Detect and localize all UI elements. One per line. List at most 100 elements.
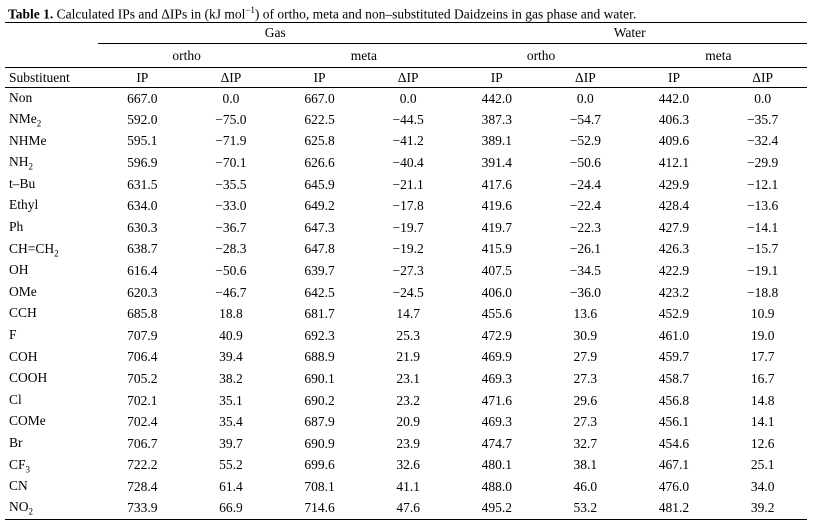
table-body: Non 667.0 0.0 667.0 0.0 442.0 0.0 442.0 … xyxy=(5,88,807,520)
substituent-base: NH xyxy=(9,154,29,170)
substituent-cell: NMe2 xyxy=(5,109,98,131)
column-header-ip-gas-meta: IP xyxy=(275,67,364,88)
value-cell: 625.8 xyxy=(304,133,335,149)
value-cell: 12.6 xyxy=(750,435,775,451)
substituent-subscript: 3 xyxy=(25,464,31,475)
substituent-cell: COOH xyxy=(5,368,98,390)
value-cell: 733.9 xyxy=(127,500,158,516)
value-cell: 690.9 xyxy=(304,435,335,451)
substituent-base: COMe xyxy=(9,413,46,429)
value-cell: −18.8 xyxy=(747,284,779,300)
column-header-ip-gas-ortho: IP xyxy=(98,67,187,88)
phase-header-water: Water xyxy=(452,22,807,44)
substituent-base: t–Bu xyxy=(9,175,36,191)
value-cell: 455.6 xyxy=(481,306,512,322)
value-cell: 681.7 xyxy=(304,306,335,322)
value-cell: 415.9 xyxy=(481,241,512,257)
value-cell: 39.4 xyxy=(219,349,243,365)
value-cell: 488.0 xyxy=(481,478,512,494)
value-cell: 18.8 xyxy=(219,306,243,322)
value-cell: 419.6 xyxy=(481,198,512,214)
value-cell: 14.8 xyxy=(750,392,775,408)
value-cell: 35.1 xyxy=(219,392,243,408)
value-cell: 705.2 xyxy=(127,371,158,387)
table-row: t–Bu 631.5 −35.5 645.9 −21.1 417.6 −24.4… xyxy=(5,174,807,196)
value-cell: 14.1 xyxy=(750,414,775,430)
substituent-subscript: 2 xyxy=(28,161,34,172)
table-row: Ethyl 634.0 −33.0 649.2 −17.8 419.6 −22.… xyxy=(5,195,807,217)
value-cell: −22.3 xyxy=(569,219,601,235)
position-header-gas-ortho: ortho xyxy=(98,43,276,68)
value-cell: −24.4 xyxy=(569,176,601,192)
substituent-base: CCH xyxy=(9,305,37,321)
substituent-cell: CF3 xyxy=(5,455,98,477)
substituent-cell: CH=CH2 xyxy=(5,239,98,261)
table-row: OH 616.4 −50.6 639.7 −27.3 407.5 −34.5 4… xyxy=(5,260,807,282)
value-cell: 406.3 xyxy=(658,111,690,127)
table-row: F 707.9 40.9 692.3 25.3 472.9 30.9 461.0… xyxy=(5,325,807,347)
substituent-cell: CCH xyxy=(5,303,98,325)
substituent-cell: Ph xyxy=(5,217,98,239)
value-cell: −12.1 xyxy=(747,176,779,192)
value-cell: 459.7 xyxy=(658,349,690,365)
value-cell: 630.3 xyxy=(127,219,158,235)
column-header-ip-water-meta: IP xyxy=(629,67,719,88)
value-cell: 412.1 xyxy=(658,155,690,171)
value-cell: −50.6 xyxy=(215,263,247,279)
table-row: NO2 733.9 66.9 714.6 47.6 495.2 53.2 481… xyxy=(5,498,807,520)
substituent-base: Cl xyxy=(9,391,22,407)
substituent-base: Ethyl xyxy=(9,197,39,213)
value-cell: 461.0 xyxy=(658,327,690,343)
substituent-base: NO xyxy=(9,499,29,515)
value-cell: −70.1 xyxy=(215,155,247,171)
value-cell: −41.2 xyxy=(392,133,424,149)
column-header-dip-gas-meta: ΔIP xyxy=(363,67,453,88)
column-header-ip-water-ortho: IP xyxy=(452,67,542,88)
table-row: COOH 705.2 38.2 690.1 23.1 469.3 27.3 45… xyxy=(5,368,807,390)
value-cell: −13.6 xyxy=(747,198,779,214)
value-cell: 708.1 xyxy=(304,478,335,494)
value-cell: 634.0 xyxy=(127,198,158,214)
value-cell: 471.6 xyxy=(481,392,512,408)
value-cell: 690.2 xyxy=(304,392,335,408)
value-cell: 707.9 xyxy=(127,327,158,343)
value-cell: −35.5 xyxy=(215,176,247,192)
value-cell: 687.9 xyxy=(304,414,335,430)
value-cell: −17.8 xyxy=(392,198,424,214)
value-cell: −28.3 xyxy=(215,241,247,257)
value-cell: 16.7 xyxy=(750,371,775,387)
value-cell: 458.7 xyxy=(658,371,690,387)
corner-spacer xyxy=(5,23,98,44)
value-cell: 0.0 xyxy=(399,90,417,106)
value-cell: 645.9 xyxy=(304,176,335,192)
substituent-base: OH xyxy=(9,262,29,278)
value-cell: 406.0 xyxy=(481,284,512,300)
value-cell: 592.0 xyxy=(127,111,158,127)
value-cell: 53.2 xyxy=(573,500,598,516)
substituent-cell: Non xyxy=(5,88,98,110)
substituent-cell: COH xyxy=(5,347,98,369)
value-cell: 38.2 xyxy=(219,371,243,387)
value-cell: 35.4 xyxy=(219,414,243,430)
value-cell: −15.7 xyxy=(747,241,779,257)
value-cell: 699.6 xyxy=(304,457,335,473)
value-cell: 39.2 xyxy=(750,500,775,516)
value-cell: 638.7 xyxy=(127,241,158,257)
value-cell: −14.1 xyxy=(747,219,779,235)
value-cell: 626.6 xyxy=(304,155,335,171)
value-cell: 667.0 xyxy=(127,90,158,106)
value-cell: 649.2 xyxy=(304,198,335,214)
value-cell: 27.3 xyxy=(573,414,598,430)
value-cell: 389.1 xyxy=(481,133,512,149)
value-cell: 706.4 xyxy=(127,349,158,365)
substituent-base: CN xyxy=(9,478,28,494)
value-cell: −33.0 xyxy=(215,198,247,214)
value-cell: 702.4 xyxy=(127,414,158,430)
value-cell: 417.6 xyxy=(481,176,512,192)
substituent-base: Non xyxy=(9,89,33,105)
value-cell: 19.0 xyxy=(750,327,775,343)
table-row: CN 728.4 61.4 708.1 41.1 488.0 46.0 476.… xyxy=(5,476,807,498)
corner-spacer xyxy=(5,43,99,68)
value-cell: 454.6 xyxy=(658,435,690,451)
value-cell: 32.6 xyxy=(396,457,420,473)
